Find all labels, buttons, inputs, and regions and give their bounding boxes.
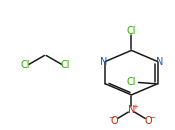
Text: O: O (145, 116, 152, 126)
Text: N: N (128, 105, 135, 115)
Text: N: N (156, 57, 163, 67)
Text: Cl: Cl (127, 26, 136, 36)
Text: N: N (100, 57, 107, 67)
Text: Cl: Cl (21, 60, 30, 70)
Text: +: + (132, 104, 138, 110)
Text: −: − (108, 115, 114, 121)
Text: −: − (149, 115, 155, 121)
Text: Cl: Cl (60, 60, 70, 70)
Text: O: O (110, 116, 118, 126)
Text: Cl: Cl (127, 77, 136, 87)
